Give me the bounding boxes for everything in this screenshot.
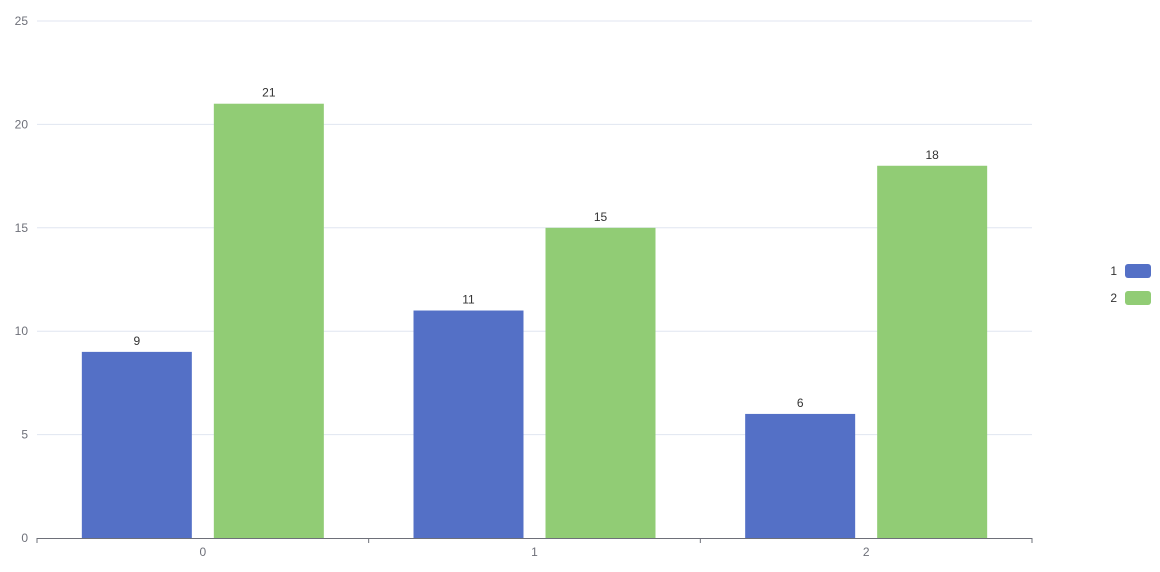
y-axis: 0 5 10 15 20 25 — [15, 14, 29, 545]
bar-series-1-cat-1[interactable] — [413, 310, 524, 538]
legend-label-2: 2 — [1110, 291, 1117, 305]
legend-label-1: 1 — [1110, 264, 1117, 278]
y-tick-label-25: 25 — [15, 14, 29, 28]
y-tick-label-0: 0 — [21, 531, 28, 545]
y-tick-label-10: 10 — [15, 324, 29, 338]
data-label-series-1-cat-2: 6 — [797, 396, 804, 410]
data-labels: 9 11 6 21 15 18 — [133, 86, 939, 410]
legend[interactable]: 12 — [1110, 264, 1151, 305]
y-tick-label-5: 5 — [21, 428, 28, 442]
x-tick-label-0: 0 — [199, 545, 206, 559]
data-label-series-1-cat-0: 9 — [133, 334, 140, 348]
y-tick-label-20: 20 — [15, 117, 29, 131]
data-label-series-1-cat-1: 11 — [462, 293, 475, 307]
x-axis: 0 1 2 — [36, 538, 1033, 559]
bar-series-2-cat-2[interactable] — [877, 165, 988, 538]
x-tick-label-1: 1 — [531, 545, 538, 559]
bar-series-2-cat-0[interactable] — [213, 103, 324, 538]
legend-item-2[interactable]: 2 — [1110, 291, 1151, 305]
bars — [81, 103, 988, 539]
bar-series-2-cat-1[interactable] — [545, 227, 656, 539]
x-tick-label-2: 2 — [863, 545, 870, 559]
data-label-series-2-cat-2: 18 — [925, 148, 939, 162]
legend-swatch-1 — [1125, 264, 1151, 278]
legend-item-1[interactable]: 1 — [1110, 264, 1151, 278]
grid-lines — [37, 20, 1032, 436]
bar-series-1-cat-0[interactable] — [81, 351, 192, 538]
data-label-series-2-cat-1: 15 — [594, 210, 608, 224]
data-label-series-2-cat-0: 21 — [262, 86, 276, 100]
bar-series-1-cat-2[interactable] — [745, 413, 856, 538]
y-tick-label-15: 15 — [15, 221, 29, 235]
legend-swatch-2 — [1125, 291, 1151, 305]
